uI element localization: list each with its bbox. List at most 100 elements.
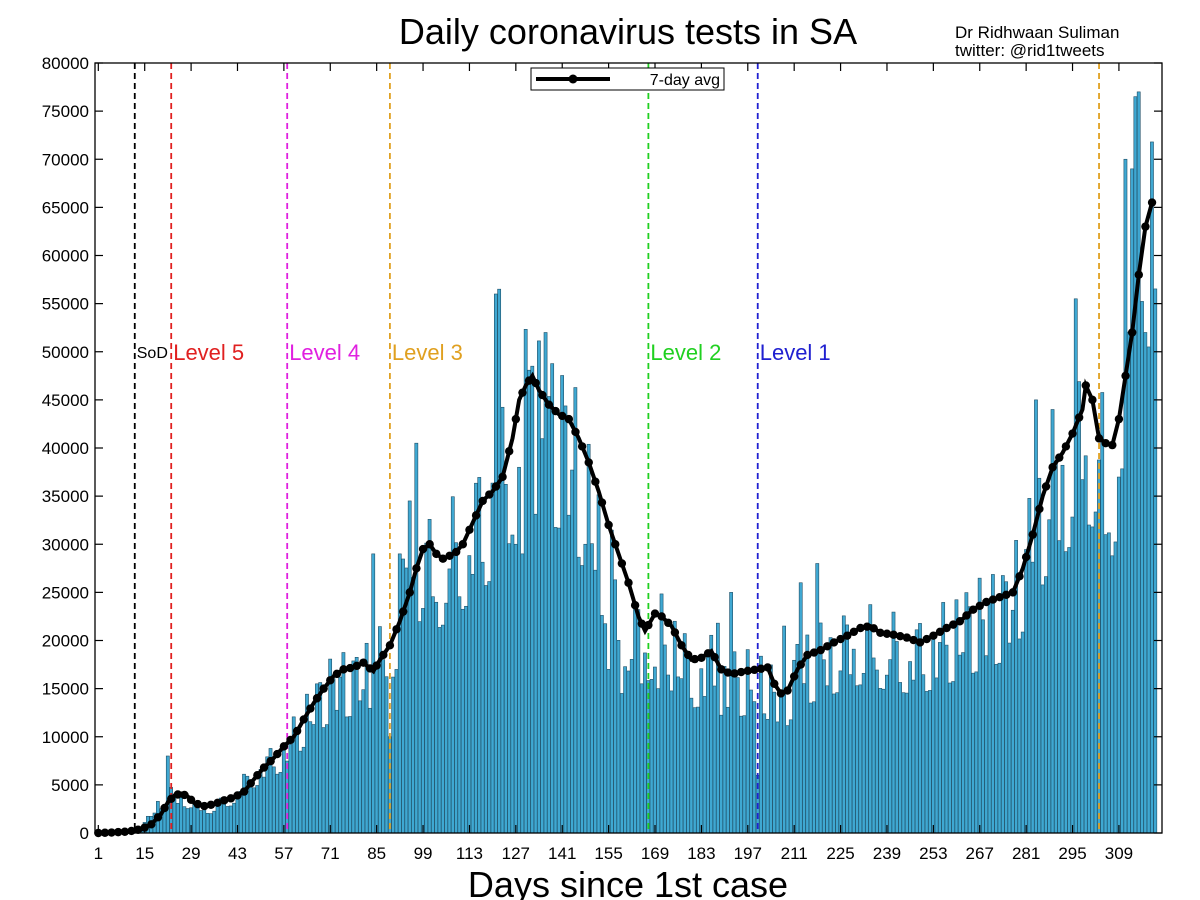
bar: [656, 688, 661, 834]
bar: [798, 582, 803, 834]
avg-point: [133, 825, 143, 834]
level-label: Level 3: [392, 340, 463, 365]
avg-point: [955, 617, 965, 626]
bar: [785, 725, 790, 834]
bar: [457, 596, 462, 834]
credit-author: Dr Ridhwaan Suliman: [955, 23, 1119, 42]
bar: [712, 685, 717, 834]
avg-point: [365, 664, 375, 673]
bar: [414, 442, 419, 834]
bar: [503, 483, 508, 834]
avg-point: [379, 650, 388, 660]
level-label: Level 5: [173, 340, 244, 365]
bar: [729, 592, 733, 834]
avg-point: [1021, 552, 1031, 562]
avg-point: [1134, 270, 1144, 279]
bar: [1116, 476, 1121, 834]
avg-point: [604, 520, 613, 530]
avg-point: [1147, 198, 1157, 207]
bar: [782, 625, 787, 834]
bar: [1103, 534, 1108, 834]
avg-point: [650, 609, 660, 618]
bar: [202, 808, 207, 834]
bar: [344, 716, 349, 834]
avg-point: [597, 498, 607, 507]
y-tick-label: 50000: [42, 343, 89, 362]
bar: [861, 673, 866, 834]
avg-point: [763, 663, 772, 672]
avg-point: [544, 400, 554, 409]
bar: [616, 640, 621, 834]
avg-point: [273, 749, 282, 759]
avg-point: [929, 631, 938, 640]
avg-point: [478, 496, 487, 506]
avg-point: [173, 790, 183, 799]
bar: [185, 808, 190, 834]
level-label: Level 1: [760, 340, 831, 365]
avg-point: [571, 427, 580, 437]
bar: [815, 563, 820, 834]
bar: [600, 615, 604, 834]
bar: [941, 602, 946, 834]
bar: [669, 690, 674, 834]
avg-point: [432, 549, 441, 559]
avg-point: [1127, 328, 1137, 337]
avg-point: [531, 378, 540, 388]
avg-point: [1141, 222, 1150, 231]
bar: [1054, 462, 1058, 834]
bar: [1063, 551, 1068, 834]
bar: [199, 810, 203, 834]
bar: [805, 634, 810, 834]
bar: [252, 787, 256, 834]
avg-point: [1088, 395, 1097, 405]
bar: [1143, 332, 1148, 834]
bar: [739, 715, 743, 834]
bar: [924, 691, 929, 834]
bar: [281, 743, 286, 834]
bar: [175, 803, 180, 834]
avg-point: [617, 559, 627, 568]
bar: [749, 689, 753, 834]
bar: [957, 654, 962, 834]
bar: [427, 519, 432, 834]
bar: [745, 649, 750, 834]
bar: [401, 558, 405, 834]
bar: [1100, 392, 1105, 834]
bar: [706, 653, 710, 834]
bar: [951, 681, 955, 834]
bar: [580, 565, 584, 834]
avg-point: [1035, 504, 1044, 514]
bar: [411, 577, 415, 834]
avg-point: [1055, 453, 1064, 462]
bar: [802, 683, 806, 834]
avg-point: [949, 620, 958, 629]
bar: [1110, 555, 1115, 834]
bar: [447, 568, 452, 834]
bar: [1024, 549, 1028, 834]
avg-point: [345, 663, 355, 673]
bar: [431, 596, 435, 834]
avg-point: [882, 629, 892, 638]
bar: [1067, 547, 1071, 834]
bar: [586, 443, 591, 834]
bar: [348, 716, 352, 834]
avg-point: [584, 458, 593, 467]
avg-point: [942, 623, 951, 633]
bar: [828, 637, 833, 834]
avg-point: [564, 414, 574, 424]
avg-point: [703, 649, 713, 658]
bar: [1030, 561, 1035, 834]
avg-point: [359, 658, 368, 667]
bar: [1037, 477, 1042, 834]
bar: [371, 553, 376, 834]
avg-point: [710, 652, 719, 662]
avg-point: [756, 664, 766, 673]
bar: [298, 750, 303, 834]
avg-point: [644, 620, 653, 630]
avg-point: [902, 633, 912, 642]
bar: [288, 744, 293, 834]
avg-point: [683, 650, 693, 660]
x-tick-label: 43: [228, 844, 247, 863]
bar: [871, 657, 876, 834]
avg-point: [624, 578, 633, 587]
